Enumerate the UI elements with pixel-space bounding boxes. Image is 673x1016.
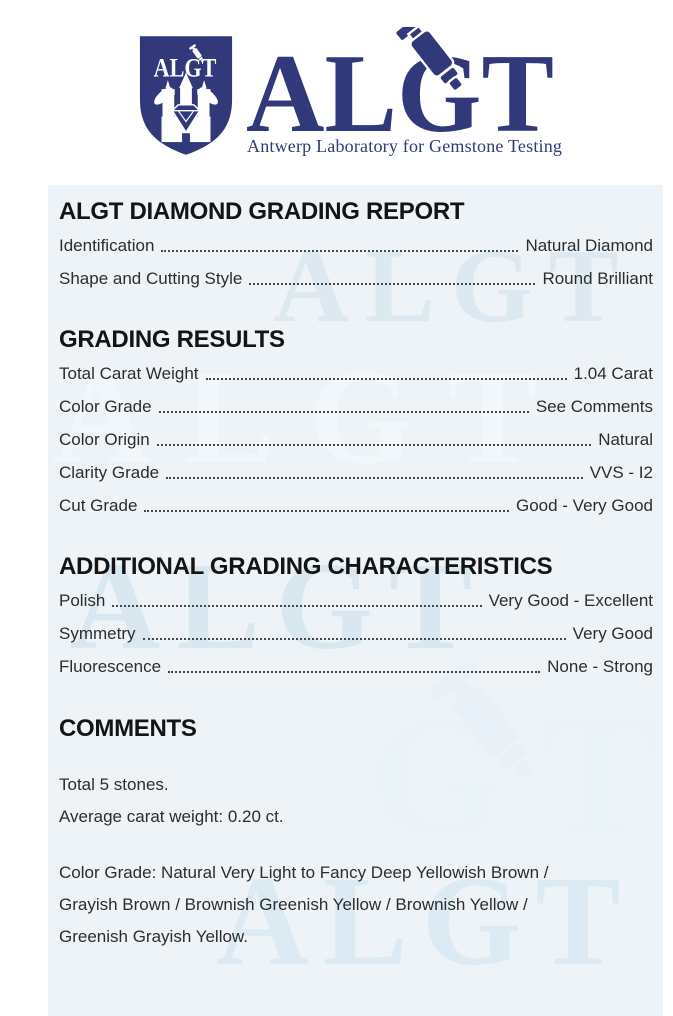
row-value: Very Good (572, 623, 653, 643)
row-value: None - Strong (547, 656, 653, 676)
grading-results-title: GRADING RESULTS (59, 326, 285, 353)
algt-shield-logo: ALGT (139, 36, 233, 155)
report-row: Symmetry Very Good (59, 617, 653, 650)
report-row: Total Carat Weight 1.04 Carat (59, 357, 653, 390)
dotted-leader (166, 476, 583, 479)
report-row: Shape and Cutting Style Round Brilliant (59, 262, 653, 295)
row-label: Polish (59, 590, 106, 610)
report-panel: ALGT ALGT ALGT GT ALGT ALGT DIAMOND GRAD… (48, 185, 663, 1016)
report-row: Cut Grade Good - Very Good (59, 489, 653, 522)
comments-line: Average carat weight: 0.20 ct. (59, 807, 284, 826)
algt-wordmark: ALGT (246, 27, 554, 139)
castle-door (182, 133, 190, 144)
row-label: Shape and Cutting Style (59, 268, 243, 288)
row-label: Color Grade (59, 396, 152, 416)
dotted-leader (168, 670, 541, 673)
logo-tagline: Antwerp Laboratory for Gemstone Testing (247, 136, 563, 156)
report-row: Clarity Grade VVS - I2 (59, 456, 653, 489)
grading-results-rows: Total Carat Weight 1.04 Carat Color Grad… (59, 357, 653, 522)
row-value: Natural Diamond (525, 235, 653, 255)
report-row: Color Grade See Comments (59, 390, 653, 423)
comments-summary: Total 5 stones. Average carat weight: 0.… (59, 769, 653, 833)
report-row: Fluorescence None - Strong (59, 650, 653, 683)
row-value: 1.04 Carat (573, 363, 653, 383)
row-label: Clarity Grade (59, 462, 160, 482)
row-value: Good - Very Good (515, 495, 653, 515)
diamond-icon (170, 104, 202, 134)
comments-paragraph: Color Grade: Natural Very Light to Fancy… (59, 863, 549, 946)
additional-characteristics-rows: Polish Very Good - Excellent Symmetry Ve… (59, 584, 653, 683)
dotted-leader (142, 637, 566, 640)
row-value: Round Brilliant (542, 268, 653, 288)
report-row: Color Origin Natural (59, 423, 653, 456)
report-title: ALGT DIAMOND GRADING REPORT (59, 198, 465, 225)
dotted-leader (161, 249, 519, 252)
dotted-leader (249, 282, 536, 285)
dotted-leader (158, 410, 529, 413)
comments-line: Total 5 stones. (59, 775, 169, 794)
row-label: Color Origin (59, 429, 150, 449)
row-value: VVS - I2 (589, 462, 653, 482)
additional-characteristics-title: ADDITIONAL GRADING CHARACTERISTICS (59, 553, 553, 580)
dotted-leader (156, 443, 592, 446)
row-value: Natural (598, 429, 653, 449)
header: ALGT (0, 0, 673, 185)
report-row: Identification Natural Diamond (59, 229, 653, 262)
dotted-leader (144, 509, 509, 512)
row-label: Total Carat Weight (59, 363, 199, 383)
row-label: Identification (59, 235, 155, 255)
comments-title: COMMENTS (59, 715, 197, 742)
row-label: Symmetry (59, 623, 136, 643)
report-row: Polish Very Good - Excellent (59, 584, 653, 617)
row-value: See Comments (535, 396, 653, 416)
row-value: Very Good - Excellent (488, 590, 653, 610)
identification-rows: Identification Natural Diamond Shape and… (59, 229, 653, 295)
dotted-leader (112, 604, 482, 607)
row-label: Fluorescence (59, 656, 162, 676)
row-label: Cut Grade (59, 495, 138, 515)
wordmark-text: ALGT (246, 32, 554, 139)
report-content: ALGT DIAMOND GRADING REPORT Identificati… (59, 198, 653, 953)
dotted-leader (205, 377, 567, 380)
